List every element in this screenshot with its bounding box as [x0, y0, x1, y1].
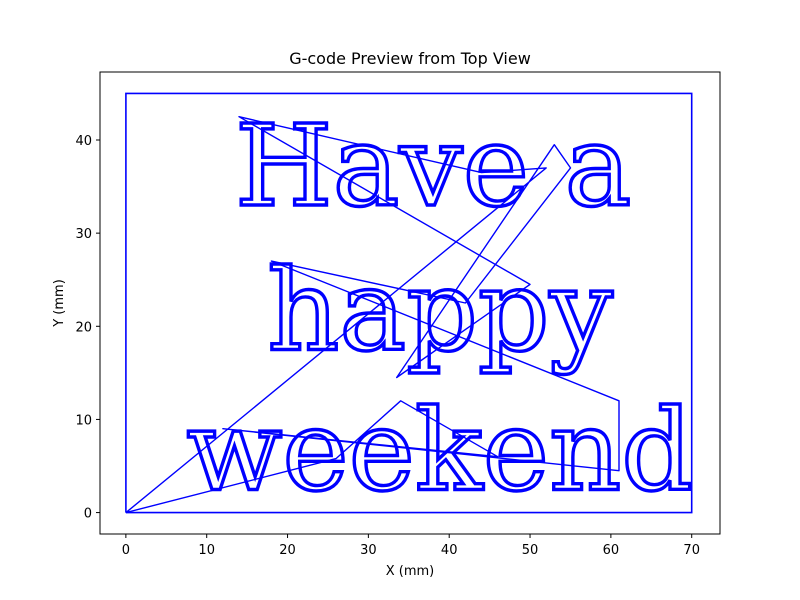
axes-frame [99, 71, 721, 535]
x-tick-label: 20 [279, 543, 296, 558]
drawn-text-line-3: weekend [187, 386, 693, 516]
y-tick-label: 30 [75, 227, 92, 242]
y-axis-ticks: 0 10 20 30 40 [75, 134, 100, 522]
x-tick-label: 60 [603, 543, 620, 558]
y-tick-label: 40 [75, 134, 92, 149]
x-tick-label: 10 [198, 543, 215, 558]
x-axis-ticks: 0 10 20 30 40 50 60 70 [122, 534, 700, 558]
x-axis-label: X (mm) [386, 564, 435, 579]
y-axis-label: Y (mm) [52, 279, 67, 328]
y-tick-label: 0 [84, 507, 92, 522]
x-tick-label: 70 [683, 543, 700, 558]
drawn-text-line-1: Have a [235, 102, 631, 232]
x-tick-label: 0 [122, 543, 130, 558]
chart-title: G-code Preview from Top View [289, 49, 531, 68]
x-tick-label: 40 [441, 543, 458, 558]
border-path [125, 92, 693, 514]
drawn-text-line-2: happy [267, 247, 613, 377]
travel-path [125, 115, 620, 514]
y-tick-label: 10 [75, 413, 92, 428]
x-tick-label: 30 [360, 543, 377, 558]
x-tick-label: 50 [522, 543, 539, 558]
y-tick-label: 20 [75, 320, 92, 335]
